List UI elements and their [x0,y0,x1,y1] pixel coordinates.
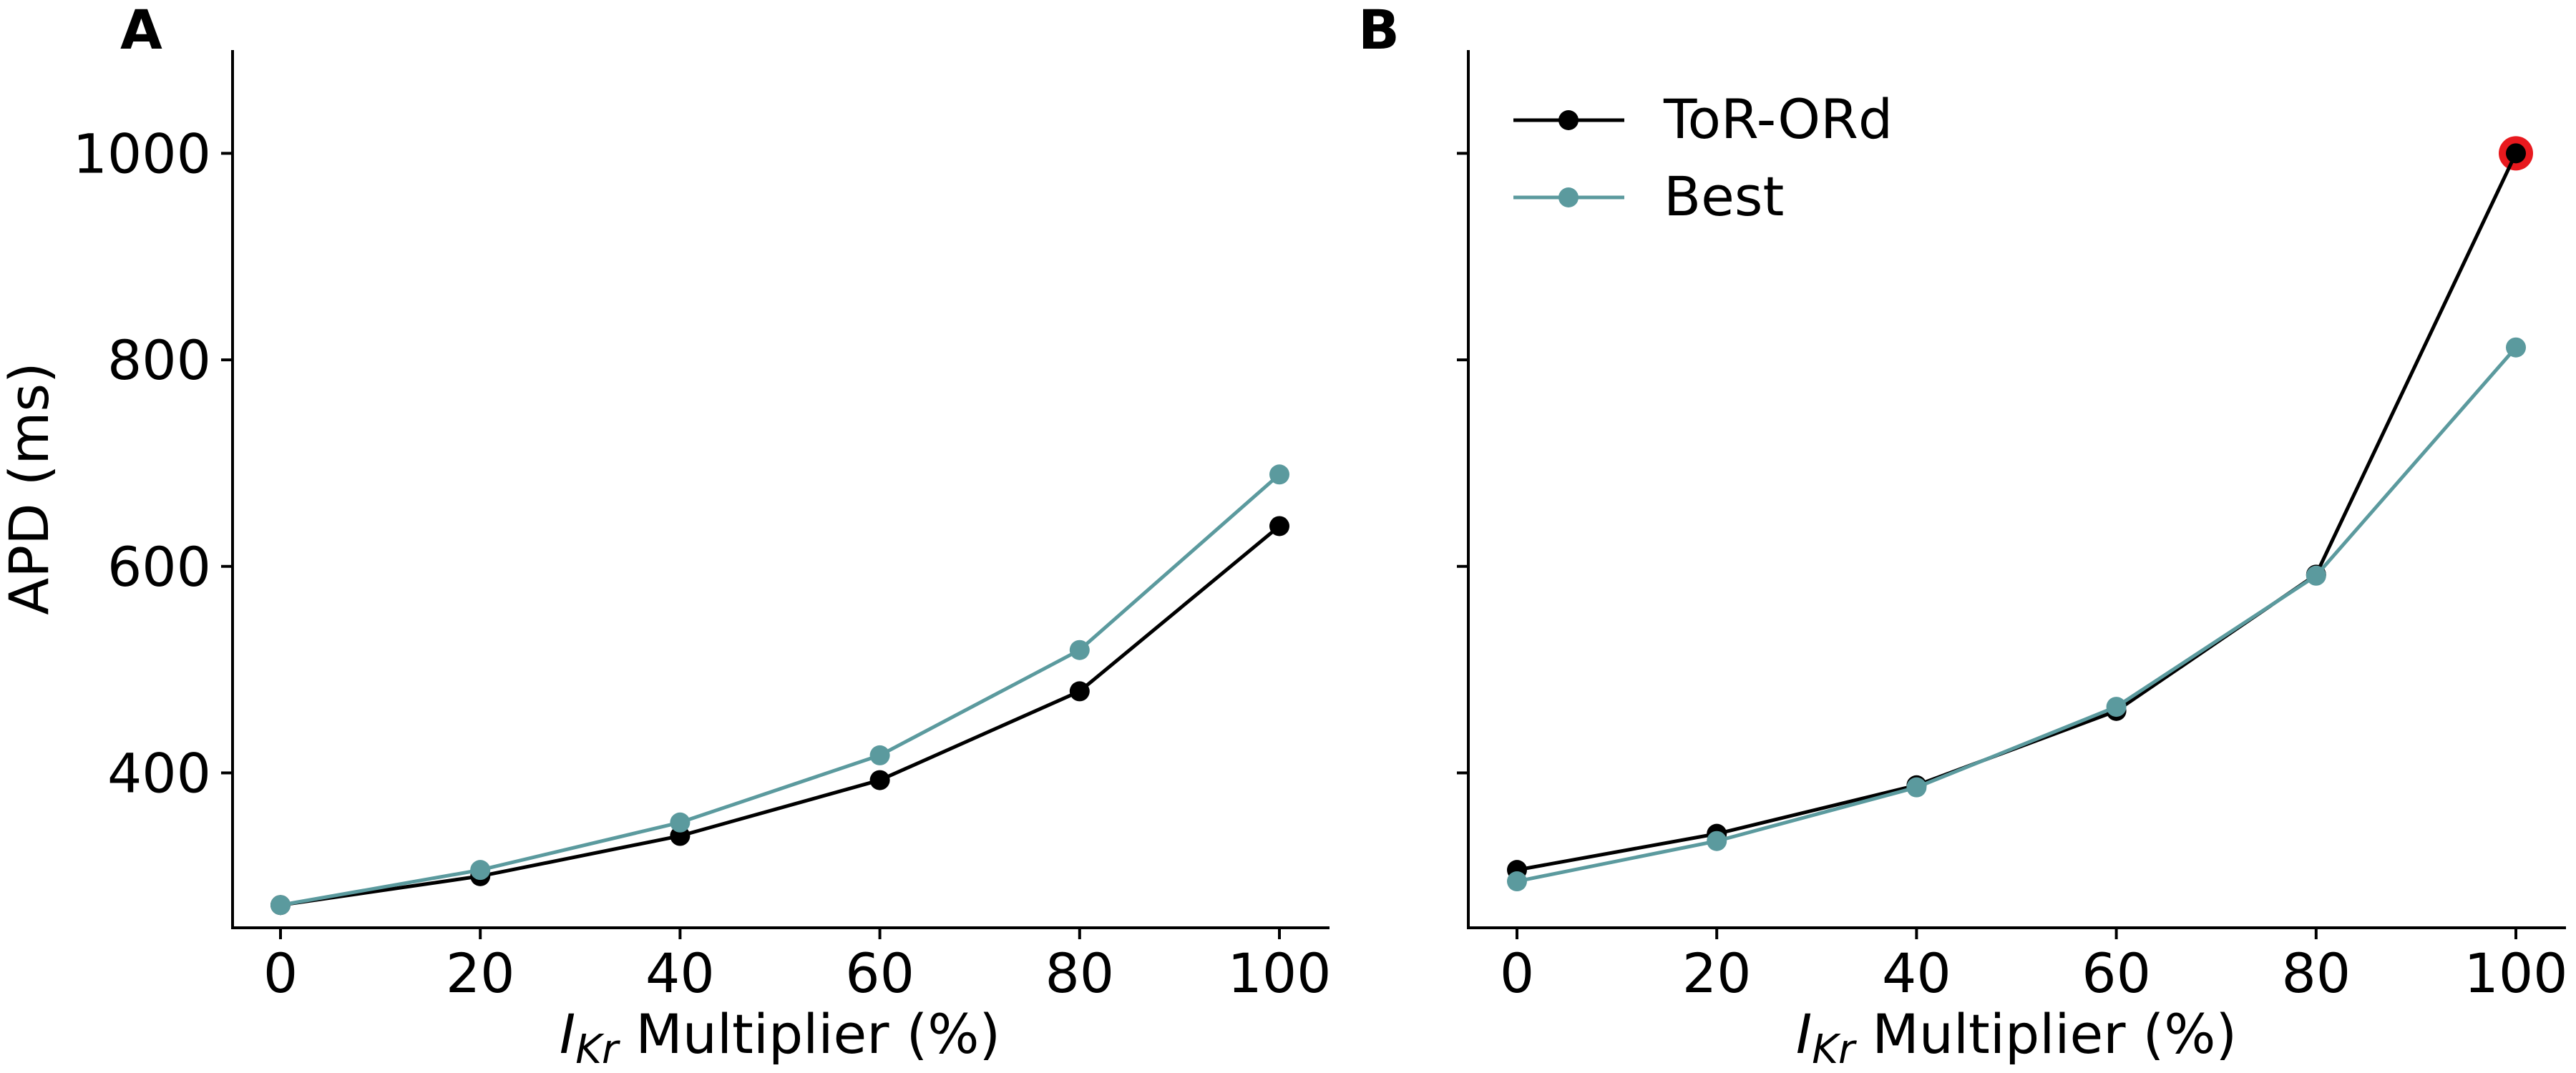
series-line-tor-ord [1516,152,2518,872]
y-tick-label: 1000 [73,122,211,185]
legend-label-best: Best [1664,165,1784,228]
data-point-best [1707,831,1727,851]
y-ticks [1457,152,1468,775]
legend-marker-tor-ord [1558,110,1579,130]
data-point-best [2306,565,2326,586]
series-layer [1507,136,2533,892]
x-axis-label: IKr Multiplier (%) [560,1002,1000,1073]
x-tick-label: 60 [845,941,914,1005]
panel-b: B 0 20 40 60 80 100 ToR-ORd Best IKr Multipli… [1358,0,2568,1073]
x-tick-label: 20 [446,941,515,1005]
data-point-best [670,812,691,833]
data-point-best [270,895,291,916]
series-layer [270,464,1289,916]
data-point-tor-ord [1269,516,1289,536]
legend-label-tor-ord: ToR-ORd [1663,87,1893,151]
x-ticks: 0 20 40 60 80 100 [1500,928,2568,1005]
series-line-tor-ord [280,524,1281,907]
x-tick-label: 40 [645,941,715,1005]
x-tick-label: 100 [2464,941,2567,1005]
x-tick-label: 0 [263,941,298,1005]
series-line-best [280,473,1281,907]
y-axis-label: APD (ms) [0,362,61,614]
x-ticks: 0 20 40 60 80 100 [263,928,1332,1005]
x-axis-label-symbol: I [560,1002,575,1066]
panel-a: A 0 20 40 60 80 100 400 600 800 1000 APD (ms) IK… [0,0,1332,1073]
x-tick-label: 80 [2281,941,2351,1005]
data-point-best [869,745,890,765]
x-tick-label: 0 [1500,941,1534,1005]
x-axis-label-symbol: I [1796,1002,1812,1066]
data-point-best [1069,640,1090,660]
x-axis-label: IKr Multiplier (%) [1796,1002,2237,1073]
x-tick-label: 100 [1227,941,1331,1005]
x-tick-label: 80 [1045,941,1114,1005]
data-point-best [1906,777,1927,798]
panel-label: A [120,0,162,62]
data-point-best [2506,337,2526,358]
legend-marker-best [1558,187,1579,207]
x-axis-label-text: Multiplier (%) [618,1002,1000,1066]
x-tick-label: 40 [1882,941,1951,1005]
x-tick-label: 20 [1682,941,1752,1005]
data-point-tor-ord [2506,143,2526,164]
x-axis-label-text: Multiplier (%) [1855,1002,2237,1066]
data-point-best [1269,464,1289,485]
series-line-best [1516,346,2517,883]
y-tick-label: 600 [107,535,211,599]
x-axis-label-subscript: Kr [1812,1027,1857,1073]
x-tick-label: 60 [2082,941,2151,1005]
data-point-best [2106,697,2127,717]
panel-label: B [1358,0,1400,62]
data-point-tor-ord [869,770,890,790]
legend: ToR-ORd Best [1513,87,1893,228]
data-point-best [1507,871,1527,892]
x-axis-label-subscript: Kr [575,1027,620,1073]
data-point-tor-ord [1069,681,1090,702]
y-tick-label: 400 [107,741,211,805]
y-ticks: 400 600 800 1000 [73,122,233,805]
data-point-best [470,860,491,881]
y-tick-label: 800 [107,328,211,392]
